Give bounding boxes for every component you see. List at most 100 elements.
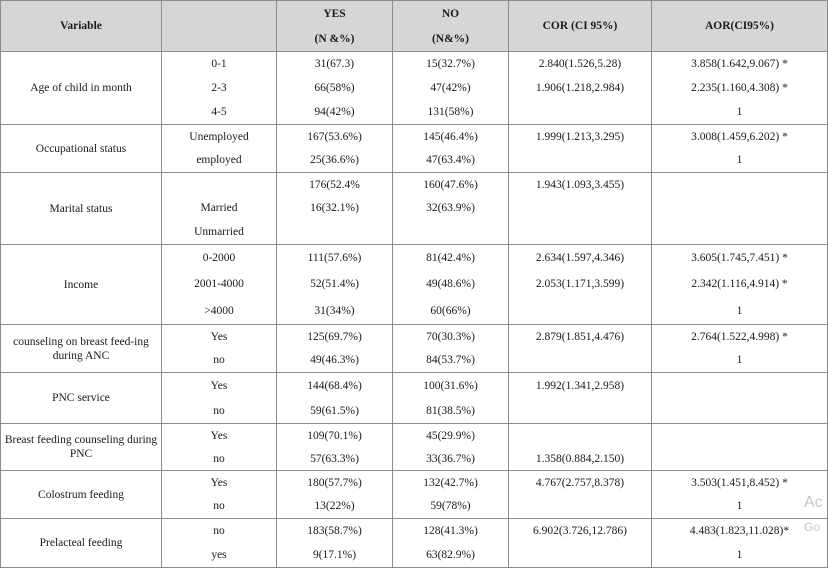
aor-cell: 3.858(1.642,9.067) * 2.235(1.160,4.308) *…	[651, 51, 828, 125]
no-value: 145(46.4%)	[423, 130, 478, 143]
header-cor: COR (CI 95%)	[508, 0, 652, 52]
yes-cell: 167(53.6%) 25(36.6%)	[276, 124, 393, 173]
no-value: 49(48.6%)	[426, 278, 475, 291]
yes-cell: 125(69.7%) 49(46.3%)	[276, 324, 393, 373]
category-value: Yes	[210, 429, 228, 442]
aor-value	[655, 202, 824, 214]
table-row: Occupational status Unemployed employed 167…	[0, 124, 828, 173]
variable-cell: counseling on breast feed-ing during ANC	[0, 324, 162, 373]
aor-value: 4.483(1.823,11.028)*	[689, 525, 790, 537]
cor-value: 1.999(1.213,3.295)	[535, 130, 625, 143]
yes-value: 9(17.1%)	[312, 549, 357, 561]
no-cell: 128(41.3%) 63(82.9%)	[392, 518, 509, 568]
category-cell: Yes no	[161, 470, 277, 519]
category-value: 0-1	[211, 58, 227, 70]
cor-cell: 1.992(1.341,2.958)	[508, 372, 652, 424]
aor-cell	[651, 372, 828, 424]
cor-cell: 2.840(1.526,5.28) 1.906(1.218,2.984)	[508, 51, 652, 125]
yes-value: 31(67.3)	[314, 58, 355, 70]
aor-value: 2.764(1.522,4.998) *	[691, 330, 788, 343]
category-cell: Yes no	[161, 423, 277, 471]
variable-cell: Occupational status	[0, 124, 162, 173]
no-value: 59(78%)	[430, 500, 471, 513]
yes-value: 125(69.7%)	[307, 330, 362, 343]
cor-cell: 2.634(1.597,4.346) 2.053(1.171,3.599)	[508, 244, 652, 325]
header-no: NO (N&%)	[392, 0, 509, 52]
cor-value: 2.053(1.171,3.599)	[535, 278, 625, 291]
variable-cell: Colostrum feeding	[0, 470, 162, 519]
yes-cell: 180(57.7%) 13(22%)	[276, 470, 393, 519]
cor-cell: 1.999(1.213,3.295)	[508, 124, 652, 173]
aor-cell: 3.503(1.451,8.452) * 1	[651, 470, 828, 519]
no-value: 32(63.9%)	[426, 202, 475, 215]
cor-cell: 4.767(2.757,8.378)	[508, 470, 652, 519]
aor-value: 1	[736, 549, 743, 561]
aor-cell: 4.483(1.823,11.028)* 1	[651, 518, 828, 568]
yes-value: 111(57.6%)	[307, 252, 362, 265]
category-value: 2-3	[211, 82, 227, 94]
header-blank	[161, 0, 277, 52]
yes-cell: 111(57.6%) 52(51.4%) 31(34%)	[276, 244, 393, 325]
header-variable: Variable	[0, 0, 162, 52]
no-value: 45(29.9%)	[426, 429, 475, 442]
header-no-line2: (N&%)	[431, 32, 470, 45]
yes-cell: 144(68.4%) 59(61.5%)	[276, 372, 393, 424]
category-value: no	[213, 500, 225, 513]
aor-cell: 3.605(1.745,7.451) * 2.342(1.116,4.914) *…	[651, 244, 828, 325]
yes-cell: 31(67.3) 66(58%) 94(42%)	[276, 51, 393, 125]
category-value: Yes	[210, 379, 228, 392]
cor-value	[512, 500, 648, 512]
no-cell: 70(30.3%) 84(53.7%)	[392, 324, 509, 373]
no-cell: 160(47.6%) 32(63.9%)	[392, 172, 509, 245]
category-cell: no yes	[161, 518, 277, 568]
variable-cell: Prelacteal feeding	[0, 518, 162, 568]
aor-value: 1	[736, 354, 743, 367]
category-value: no	[213, 452, 225, 465]
cor-value: 6.902(3.726,12.786)	[533, 525, 627, 537]
table-body: Age of child in month 0-1 2-3 4-5 31(67.3) 66…	[0, 51, 828, 568]
category-value: Unmarried	[194, 226, 244, 239]
category-value: Unemployed	[189, 130, 249, 143]
variable-cell: Breast feeding counseling during PNC	[0, 423, 162, 471]
variable-cell: PNC service	[0, 372, 162, 424]
aor-value: 2.235(1.160,4.308) *	[691, 82, 788, 94]
yes-value: 57(63.3%)	[310, 452, 359, 465]
category-value: >4000	[204, 304, 234, 317]
yes-value: 16(32.1%)	[310, 202, 359, 215]
aor-value: 3.503(1.451,8.452) *	[691, 476, 788, 489]
aor-value: 3.605(1.745,7.451) *	[691, 252, 788, 265]
category-cell: 0-1 2-3 4-5	[161, 51, 277, 125]
no-cell: 45(29.9%) 33(36.7%)	[392, 423, 509, 471]
yes-value: 167(53.6%)	[307, 130, 362, 143]
cor-value: 2.840(1.526,5.28)	[538, 58, 622, 70]
yes-value: 144(68.4%)	[307, 379, 362, 392]
header-row: Variable YES (N &%) NO (N&%) COR (CI 95%) …	[0, 0, 828, 52]
no-value: 15(32.7%)	[426, 58, 475, 70]
no-cell: 132(42.7%) 59(78%)	[392, 470, 509, 519]
aor-value	[655, 453, 824, 465]
cor-value: 2.879(1.851,4.476)	[535, 330, 625, 343]
cor-value: 4.767(2.757,8.378)	[535, 476, 625, 489]
no-cell: 145(46.4%) 47(63.4%)	[392, 124, 509, 173]
aor-value: 3.858(1.642,9.067) *	[691, 58, 788, 70]
no-cell: 81(42.4%) 49(48.6%) 60(66%)	[392, 244, 509, 325]
yes-value: 59(61.5%)	[310, 404, 359, 417]
variable-cell: Marital status	[0, 172, 162, 245]
table-row: counseling on breast feed-ing during ANC…	[0, 324, 828, 373]
aor-cell	[651, 423, 828, 471]
header-no-line1: NO	[441, 7, 460, 20]
no-value	[396, 226, 505, 238]
variable-cell: Age of child in month	[0, 51, 162, 125]
category-value: Yes	[210, 330, 228, 343]
cor-cell: 1.943(1.093,3.455)	[508, 172, 652, 245]
aor-cell	[651, 172, 828, 245]
no-value: 70(30.3%)	[426, 330, 475, 343]
header-yes-line2: (N &%)	[314, 32, 355, 45]
no-value: 81(38.5%)	[426, 404, 475, 417]
yes-value: 183(58.7%)	[307, 525, 362, 537]
yes-cell: 109(70.1%) 57(63.3%)	[276, 423, 393, 471]
cor-value: 1.358(0.884,2.150)	[535, 452, 625, 465]
yes-value: 25(36.6%)	[310, 154, 359, 167]
category-value: Yes	[210, 476, 228, 489]
header-yes: YES (N &%)	[276, 0, 393, 52]
